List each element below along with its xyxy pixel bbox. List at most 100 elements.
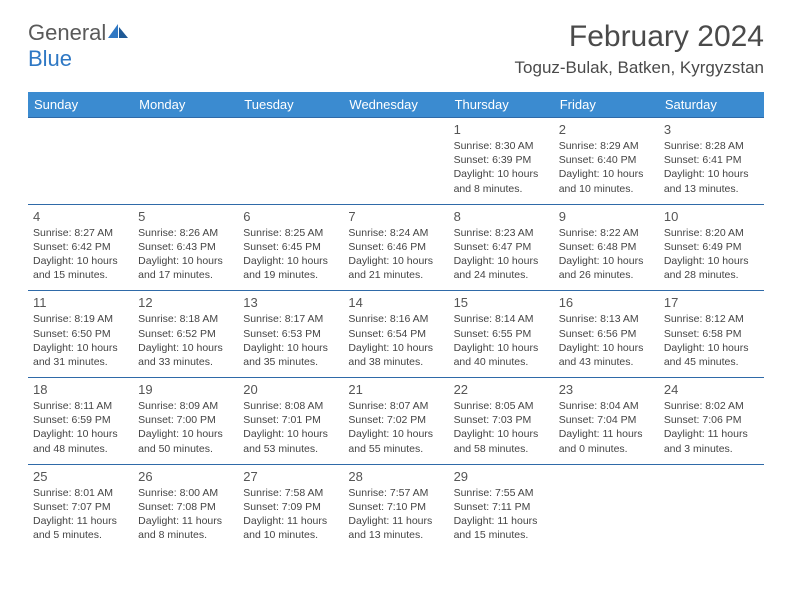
daylight-text: Daylight: 10 hours and 21 minutes. (348, 254, 443, 282)
sunset-text: Sunset: 7:08 PM (138, 500, 233, 514)
calendar-week: 18Sunrise: 8:11 AMSunset: 6:59 PMDayligh… (28, 378, 764, 465)
day-number: 25 (33, 469, 128, 484)
sunrise-text: Sunrise: 8:08 AM (243, 399, 338, 413)
brand-name: General Blue (28, 20, 130, 72)
daylight-text: Daylight: 10 hours and 40 minutes. (454, 341, 549, 369)
daylight-text: Daylight: 10 hours and 17 minutes. (138, 254, 233, 282)
daylight-text: Daylight: 11 hours and 15 minutes. (454, 514, 549, 542)
sunset-text: Sunset: 6:41 PM (664, 153, 759, 167)
day-number: 4 (33, 209, 128, 224)
day-number: 27 (243, 469, 338, 484)
day-number: 17 (664, 295, 759, 310)
day-number: 8 (454, 209, 549, 224)
calendar-week: 4Sunrise: 8:27 AMSunset: 6:42 PMDaylight… (28, 204, 764, 291)
day-number: 2 (559, 122, 654, 137)
sunset-text: Sunset: 6:48 PM (559, 240, 654, 254)
day-header-row: Sunday Monday Tuesday Wednesday Thursday… (28, 92, 764, 118)
calendar-cell (554, 464, 659, 550)
calendar-cell: 7Sunrise: 8:24 AMSunset: 6:46 PMDaylight… (343, 204, 448, 291)
sunrise-text: Sunrise: 8:09 AM (138, 399, 233, 413)
calendar-cell: 24Sunrise: 8:02 AMSunset: 7:06 PMDayligh… (659, 378, 764, 465)
calendar-cell: 3Sunrise: 8:28 AMSunset: 6:41 PMDaylight… (659, 118, 764, 205)
sunset-text: Sunset: 6:56 PM (559, 327, 654, 341)
calendar-cell: 28Sunrise: 7:57 AMSunset: 7:10 PMDayligh… (343, 464, 448, 550)
daylight-text: Daylight: 11 hours and 0 minutes. (559, 427, 654, 455)
day-number: 1 (454, 122, 549, 137)
day-number: 12 (138, 295, 233, 310)
calendar-cell: 21Sunrise: 8:07 AMSunset: 7:02 PMDayligh… (343, 378, 448, 465)
sunrise-text: Sunrise: 8:18 AM (138, 312, 233, 326)
daylight-text: Daylight: 11 hours and 10 minutes. (243, 514, 338, 542)
col-tuesday: Tuesday (238, 92, 343, 118)
day-number: 3 (664, 122, 759, 137)
col-wednesday: Wednesday (343, 92, 448, 118)
sunset-text: Sunset: 6:58 PM (664, 327, 759, 341)
sunrise-text: Sunrise: 8:16 AM (348, 312, 443, 326)
sunset-text: Sunset: 6:40 PM (559, 153, 654, 167)
day-number: 15 (454, 295, 549, 310)
sunset-text: Sunset: 7:00 PM (138, 413, 233, 427)
daylight-text: Daylight: 10 hours and 15 minutes. (33, 254, 128, 282)
sunset-text: Sunset: 6:46 PM (348, 240, 443, 254)
day-number: 16 (559, 295, 654, 310)
daylight-text: Daylight: 10 hours and 55 minutes. (348, 427, 443, 455)
calendar-cell: 4Sunrise: 8:27 AMSunset: 6:42 PMDaylight… (28, 204, 133, 291)
sunrise-text: Sunrise: 8:01 AM (33, 486, 128, 500)
calendar-cell (28, 118, 133, 205)
daylight-text: Daylight: 10 hours and 28 minutes. (664, 254, 759, 282)
sunset-text: Sunset: 7:07 PM (33, 500, 128, 514)
calendar-table: Sunday Monday Tuesday Wednesday Thursday… (28, 92, 764, 550)
daylight-text: Daylight: 10 hours and 24 minutes. (454, 254, 549, 282)
calendar-week: 11Sunrise: 8:19 AMSunset: 6:50 PMDayligh… (28, 291, 764, 378)
daylight-text: Daylight: 10 hours and 19 minutes. (243, 254, 338, 282)
calendar-cell: 10Sunrise: 8:20 AMSunset: 6:49 PMDayligh… (659, 204, 764, 291)
daylight-text: Daylight: 10 hours and 10 minutes. (559, 167, 654, 195)
sunset-text: Sunset: 7:11 PM (454, 500, 549, 514)
daylight-text: Daylight: 10 hours and 45 minutes. (664, 341, 759, 369)
sunrise-text: Sunrise: 7:57 AM (348, 486, 443, 500)
calendar-cell: 6 Sunrise: 8:25 AMSunset: 6:45 PMDaylight… (238, 204, 343, 291)
sunrise-text: Sunrise: 8:24 AM (348, 226, 443, 240)
calendar-cell: 14Sunrise: 8:16 AMSunset: 6:54 PMDayligh… (343, 291, 448, 378)
brand-logo: General Blue (28, 20, 130, 72)
daylight-text: Daylight: 11 hours and 5 minutes. (33, 514, 128, 542)
day-number: 24 (664, 382, 759, 397)
day-number: 6 (243, 209, 338, 224)
calendar-body: 1Sunrise: 8:30 AMSunset: 6:39 PMDaylight… (28, 118, 764, 551)
sunset-text: Sunset: 7:09 PM (243, 500, 338, 514)
day-number: 22 (454, 382, 549, 397)
calendar-cell: 29Sunrise: 7:55 AMSunset: 7:11 PMDayligh… (449, 464, 554, 550)
calendar-cell (659, 464, 764, 550)
sunrise-text: Sunrise: 8:26 AM (138, 226, 233, 240)
calendar-cell: 2Sunrise: 8:29 AMSunset: 6:40 PMDaylight… (554, 118, 659, 205)
sunset-text: Sunset: 7:03 PM (454, 413, 549, 427)
sunrise-text: Sunrise: 8:17 AM (243, 312, 338, 326)
calendar-cell: 9Sunrise: 8:22 AMSunset: 6:48 PMDaylight… (554, 204, 659, 291)
sunset-text: Sunset: 6:52 PM (138, 327, 233, 341)
sunset-text: Sunset: 7:10 PM (348, 500, 443, 514)
sunset-text: Sunset: 6:39 PM (454, 153, 549, 167)
calendar-cell: 22Sunrise: 8:05 AMSunset: 7:03 PMDayligh… (449, 378, 554, 465)
sunrise-text: Sunrise: 8:25 AM (243, 226, 338, 240)
day-number: 26 (138, 469, 233, 484)
daylight-text: Daylight: 10 hours and 43 minutes. (559, 341, 654, 369)
sunrise-text: Sunrise: 8:13 AM (559, 312, 654, 326)
sunrise-text: Sunrise: 8:22 AM (559, 226, 654, 240)
sunset-text: Sunset: 6:47 PM (454, 240, 549, 254)
sunrise-text: Sunrise: 8:19 AM (33, 312, 128, 326)
sunset-text: Sunset: 6:43 PM (138, 240, 233, 254)
sunrise-text: Sunrise: 8:04 AM (559, 399, 654, 413)
sunset-text: Sunset: 7:01 PM (243, 413, 338, 427)
sunrise-text: Sunrise: 8:20 AM (664, 226, 759, 240)
calendar-cell: 13Sunrise: 8:17 AMSunset: 6:53 PMDayligh… (238, 291, 343, 378)
day-number: 21 (348, 382, 443, 397)
sunset-text: Sunset: 6:45 PM (243, 240, 338, 254)
day-number: 11 (33, 295, 128, 310)
calendar-cell (343, 118, 448, 205)
daylight-text: Daylight: 10 hours and 26 minutes. (559, 254, 654, 282)
sail-icon (106, 22, 130, 40)
sunrise-text: Sunrise: 7:55 AM (454, 486, 549, 500)
sunrise-text: Sunrise: 8:11 AM (33, 399, 128, 413)
sunrise-text: Sunrise: 8:23 AM (454, 226, 549, 240)
day-number: 5 (138, 209, 233, 224)
